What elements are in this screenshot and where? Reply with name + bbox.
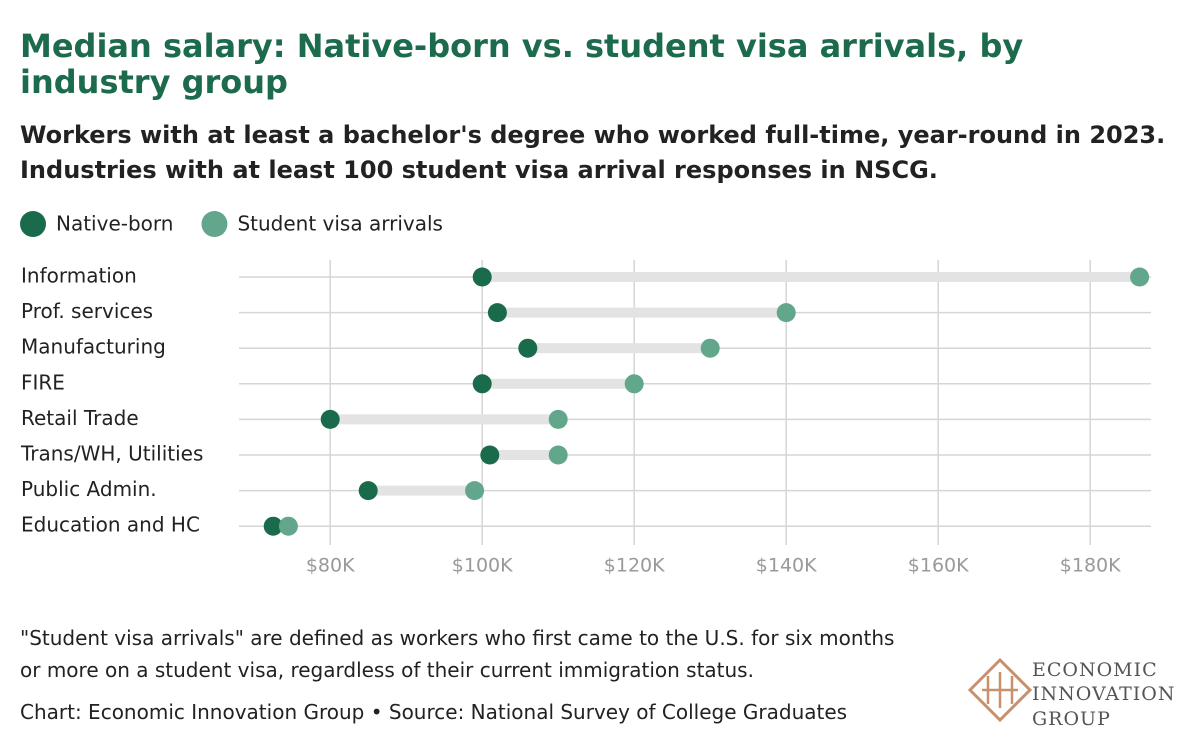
dot bbox=[472, 374, 492, 394]
x-tick-label: $180K bbox=[1060, 555, 1121, 577]
x-tick-label: $80K bbox=[306, 555, 355, 577]
dot bbox=[518, 338, 538, 358]
legend-swatch bbox=[201, 211, 228, 237]
x-tick-label: $140K bbox=[756, 555, 817, 577]
y-tick-label: Education and HC bbox=[21, 513, 200, 537]
legend-label: Student visa arrivals bbox=[237, 212, 443, 236]
logo-text: INNOVATION bbox=[1032, 683, 1176, 705]
footnote: "Student visa arrivals" are defined as w… bbox=[20, 626, 895, 682]
y-tick-label: Trans/WH, Utilities bbox=[20, 442, 203, 466]
connector bbox=[489, 450, 559, 460]
logo-diamond bbox=[967, 657, 1033, 723]
connector bbox=[497, 307, 787, 318]
dot bbox=[465, 481, 485, 501]
x-tick-label: $120K bbox=[604, 555, 665, 577]
logo-mark bbox=[982, 672, 1018, 708]
y-tick-label: FIRE bbox=[21, 370, 65, 394]
connector bbox=[482, 272, 1140, 282]
dot bbox=[548, 409, 568, 429]
dot bbox=[263, 516, 283, 536]
dot bbox=[776, 303, 796, 323]
subtitle-line: Workers with at least a bachelor's degre… bbox=[20, 121, 1166, 149]
dot bbox=[624, 374, 644, 394]
x-tick-label: $100K bbox=[452, 555, 513, 577]
dot bbox=[278, 516, 298, 536]
logo-text: ECONOMIC bbox=[1032, 659, 1158, 681]
chart-subtitle: Workers with at least a bachelor's degre… bbox=[20, 118, 1180, 188]
chart-title: Median salary: Native-born vs. student v… bbox=[20, 27, 1024, 101]
y-tick-label: Information bbox=[21, 264, 137, 288]
dot bbox=[480, 445, 500, 465]
logo-text: GROUP bbox=[1032, 708, 1111, 730]
dot bbox=[320, 409, 340, 429]
dot bbox=[472, 267, 492, 287]
y-tick-label: Retail Trade bbox=[21, 406, 139, 430]
y-tick-label: Manufacturing bbox=[21, 335, 166, 359]
connector bbox=[527, 343, 711, 354]
dot bbox=[548, 445, 568, 465]
dot bbox=[700, 338, 720, 358]
connector bbox=[368, 485, 475, 496]
connector bbox=[482, 378, 635, 389]
connector bbox=[330, 414, 559, 425]
subtitle-line: Industries with at least 100 student vis… bbox=[20, 156, 938, 184]
dot bbox=[487, 303, 507, 323]
dot bbox=[1130, 267, 1150, 287]
y-tick-label: Public Admin. bbox=[21, 477, 157, 501]
x-tick-label: $160K bbox=[908, 555, 969, 577]
legend-swatch bbox=[20, 211, 46, 237]
source: Chart: Economic Innovation Group • Sourc… bbox=[20, 700, 848, 724]
y-tick-label: Prof. services bbox=[21, 299, 153, 323]
dot bbox=[358, 481, 378, 501]
legend-label: Native-born bbox=[56, 212, 173, 236]
logo: ECONOMIC INNOVATION GROUP bbox=[967, 657, 1176, 730]
